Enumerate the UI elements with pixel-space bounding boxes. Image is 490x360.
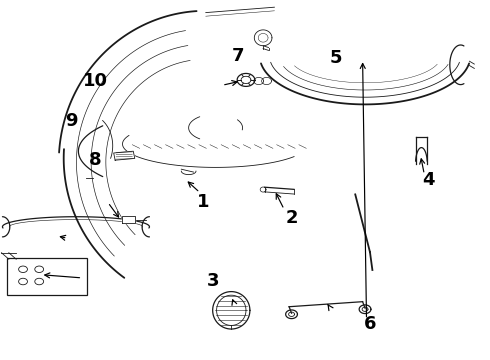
Text: 10: 10 xyxy=(83,72,108,90)
Text: 1: 1 xyxy=(197,193,210,211)
Polygon shape xyxy=(122,216,135,223)
Text: 4: 4 xyxy=(422,171,435,189)
Text: 3: 3 xyxy=(207,272,220,290)
Text: 2: 2 xyxy=(285,209,298,227)
Polygon shape xyxy=(114,151,135,160)
FancyBboxPatch shape xyxy=(7,258,87,295)
Text: 9: 9 xyxy=(65,112,77,130)
Text: 8: 8 xyxy=(89,151,102,169)
Text: 7: 7 xyxy=(231,47,244,65)
Text: 6: 6 xyxy=(364,315,376,333)
Text: 5: 5 xyxy=(329,49,342,67)
